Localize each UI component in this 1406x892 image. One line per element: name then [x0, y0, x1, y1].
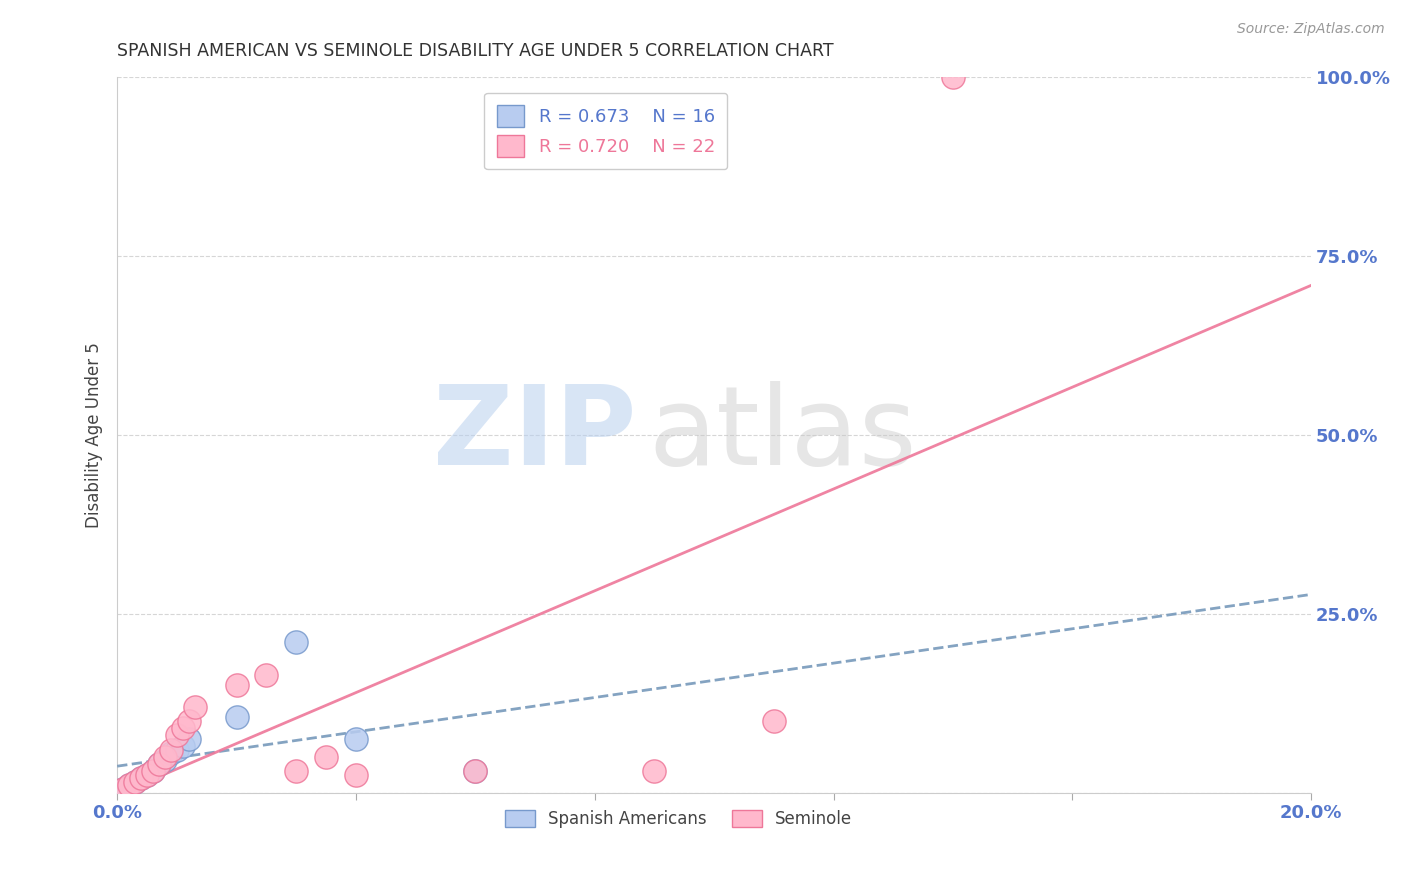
Point	[124, 775, 146, 789]
Point	[344, 731, 367, 746]
Point	[124, 775, 146, 789]
Point	[153, 749, 176, 764]
Point	[285, 635, 308, 649]
Text: atlas: atlas	[648, 381, 917, 488]
Point	[129, 772, 152, 786]
Point	[160, 746, 183, 760]
Point	[942, 70, 965, 84]
Point	[464, 764, 486, 779]
Point	[136, 768, 159, 782]
Point	[762, 714, 785, 728]
Point	[166, 728, 188, 742]
Point	[172, 739, 194, 753]
Point	[464, 764, 486, 779]
Point	[172, 721, 194, 735]
Point	[153, 754, 176, 768]
Point	[148, 757, 170, 772]
Point	[177, 731, 200, 746]
Point	[285, 764, 308, 779]
Text: Source: ZipAtlas.com: Source: ZipAtlas.com	[1237, 22, 1385, 37]
Legend: Spanish Americans, Seminole: Spanish Americans, Seminole	[498, 803, 859, 834]
Point	[142, 764, 165, 779]
Point	[142, 764, 165, 779]
Point	[136, 768, 159, 782]
Point	[148, 757, 170, 772]
Point	[643, 764, 665, 779]
Point	[129, 772, 152, 786]
Point	[118, 779, 141, 793]
Point	[254, 667, 277, 681]
Point	[160, 742, 183, 756]
Point	[344, 768, 367, 782]
Point	[184, 699, 207, 714]
Point	[225, 678, 247, 692]
Point	[166, 742, 188, 756]
Text: ZIP: ZIP	[433, 381, 637, 488]
Point	[112, 782, 135, 797]
Y-axis label: Disability Age Under 5: Disability Age Under 5	[86, 342, 103, 527]
Point	[112, 782, 135, 797]
Point	[118, 779, 141, 793]
Point	[177, 714, 200, 728]
Text: SPANISH AMERICAN VS SEMINOLE DISABILITY AGE UNDER 5 CORRELATION CHART: SPANISH AMERICAN VS SEMINOLE DISABILITY …	[117, 42, 834, 60]
Point	[225, 710, 247, 724]
Point	[315, 749, 337, 764]
